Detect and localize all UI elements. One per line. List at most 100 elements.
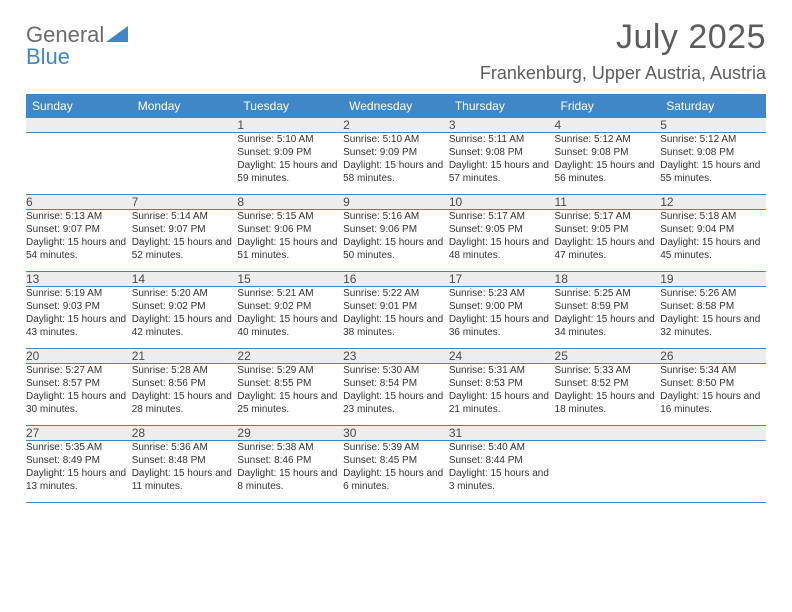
day-cell: Sunrise: 5:35 AMSunset: 8:49 PMDaylight:… bbox=[26, 441, 132, 503]
sunset-line: Sunset: 8:50 PM bbox=[660, 377, 766, 390]
day-cell: Sunrise: 5:16 AMSunset: 9:06 PMDaylight:… bbox=[343, 210, 449, 272]
sunrise-line: Sunrise: 5:17 AM bbox=[449, 210, 555, 223]
sunset-line: Sunset: 9:09 PM bbox=[343, 146, 449, 159]
sunrise-line: Sunrise: 5:21 AM bbox=[237, 287, 343, 300]
day-number: 28 bbox=[132, 426, 238, 441]
sunset-line: Sunset: 9:02 PM bbox=[132, 300, 238, 313]
day-content-row: Sunrise: 5:19 AMSunset: 9:03 PMDaylight:… bbox=[26, 287, 766, 349]
day-number: 30 bbox=[343, 426, 449, 441]
sunset-line: Sunset: 9:07 PM bbox=[26, 223, 132, 236]
day-cell: Sunrise: 5:17 AMSunset: 9:05 PMDaylight:… bbox=[555, 210, 661, 272]
day-number: 27 bbox=[26, 426, 132, 441]
day-cell: Sunrise: 5:10 AMSunset: 9:09 PMDaylight:… bbox=[343, 133, 449, 195]
day-cell: Sunrise: 5:27 AMSunset: 8:57 PMDaylight:… bbox=[26, 364, 132, 426]
location-text: Frankenburg, Upper Austria, Austria bbox=[480, 63, 766, 84]
sunset-line: Sunset: 8:54 PM bbox=[343, 377, 449, 390]
day-number: 11 bbox=[555, 195, 661, 210]
sunset-line: Sunset: 8:53 PM bbox=[449, 377, 555, 390]
daylight-line: Daylight: 15 hours and 36 minutes. bbox=[449, 313, 555, 339]
daylight-line: Daylight: 15 hours and 55 minutes. bbox=[660, 159, 766, 185]
sunset-line: Sunset: 8:52 PM bbox=[555, 377, 661, 390]
sunset-line: Sunset: 9:04 PM bbox=[660, 223, 766, 236]
day-cell: Sunrise: 5:18 AMSunset: 9:04 PMDaylight:… bbox=[660, 210, 766, 272]
day-number: 4 bbox=[555, 118, 661, 133]
sunset-line: Sunset: 9:02 PM bbox=[237, 300, 343, 313]
daylight-line: Daylight: 15 hours and 30 minutes. bbox=[26, 390, 132, 416]
weekday-header: Friday bbox=[555, 94, 661, 118]
sunset-line: Sunset: 9:09 PM bbox=[237, 146, 343, 159]
day-number: 31 bbox=[449, 426, 555, 441]
daylight-line: Daylight: 15 hours and 56 minutes. bbox=[555, 159, 661, 185]
day-cell: Sunrise: 5:29 AMSunset: 8:55 PMDaylight:… bbox=[237, 364, 343, 426]
sunrise-line: Sunrise: 5:22 AM bbox=[343, 287, 449, 300]
day-cell: Sunrise: 5:10 AMSunset: 9:09 PMDaylight:… bbox=[237, 133, 343, 195]
day-cell: Sunrise: 5:12 AMSunset: 9:08 PMDaylight:… bbox=[555, 133, 661, 195]
sunset-line: Sunset: 9:08 PM bbox=[555, 146, 661, 159]
day-cell: Sunrise: 5:11 AMSunset: 9:08 PMDaylight:… bbox=[449, 133, 555, 195]
sunrise-line: Sunrise: 5:15 AM bbox=[237, 210, 343, 223]
day-content-row: Sunrise: 5:13 AMSunset: 9:07 PMDaylight:… bbox=[26, 210, 766, 272]
day-number: 10 bbox=[449, 195, 555, 210]
daylight-line: Daylight: 15 hours and 45 minutes. bbox=[660, 236, 766, 262]
day-number-row: 2728293031 bbox=[26, 426, 766, 441]
day-number: 14 bbox=[132, 272, 238, 287]
day-number: 3 bbox=[449, 118, 555, 133]
day-cell: Sunrise: 5:38 AMSunset: 8:46 PMDaylight:… bbox=[237, 441, 343, 503]
sunrise-line: Sunrise: 5:40 AM bbox=[449, 441, 555, 454]
sunrise-line: Sunrise: 5:38 AM bbox=[237, 441, 343, 454]
day-number: 20 bbox=[26, 349, 132, 364]
logo: General Blue bbox=[26, 18, 132, 68]
day-number: 25 bbox=[555, 349, 661, 364]
weekday-header: Saturday bbox=[660, 94, 766, 118]
daylight-line: Daylight: 15 hours and 28 minutes. bbox=[132, 390, 238, 416]
sunrise-line: Sunrise: 5:28 AM bbox=[132, 364, 238, 377]
daylight-line: Daylight: 15 hours and 48 minutes. bbox=[449, 236, 555, 262]
daylight-line: Daylight: 15 hours and 3 minutes. bbox=[449, 467, 555, 493]
sunset-line: Sunset: 9:06 PM bbox=[343, 223, 449, 236]
empty-daynum bbox=[26, 118, 132, 133]
daylight-line: Daylight: 15 hours and 38 minutes. bbox=[343, 313, 449, 339]
sunset-line: Sunset: 8:58 PM bbox=[660, 300, 766, 313]
daylight-line: Daylight: 15 hours and 58 minutes. bbox=[343, 159, 449, 185]
sunrise-line: Sunrise: 5:29 AM bbox=[237, 364, 343, 377]
day-number: 22 bbox=[237, 349, 343, 364]
day-cell: Sunrise: 5:33 AMSunset: 8:52 PMDaylight:… bbox=[555, 364, 661, 426]
sunrise-line: Sunrise: 5:12 AM bbox=[555, 133, 661, 146]
day-cell: Sunrise: 5:19 AMSunset: 9:03 PMDaylight:… bbox=[26, 287, 132, 349]
daylight-line: Daylight: 15 hours and 34 minutes. bbox=[555, 313, 661, 339]
logo-line1: General bbox=[26, 24, 104, 46]
daylight-line: Daylight: 15 hours and 47 minutes. bbox=[555, 236, 661, 262]
sunset-line: Sunset: 9:05 PM bbox=[555, 223, 661, 236]
day-number: 29 bbox=[237, 426, 343, 441]
daylight-line: Daylight: 15 hours and 59 minutes. bbox=[237, 159, 343, 185]
sunset-line: Sunset: 9:00 PM bbox=[449, 300, 555, 313]
day-number: 7 bbox=[132, 195, 238, 210]
sunrise-line: Sunrise: 5:30 AM bbox=[343, 364, 449, 377]
sunset-line: Sunset: 9:06 PM bbox=[237, 223, 343, 236]
day-number-row: 6789101112 bbox=[26, 195, 766, 210]
day-cell: Sunrise: 5:17 AMSunset: 9:05 PMDaylight:… bbox=[449, 210, 555, 272]
day-number: 5 bbox=[660, 118, 766, 133]
sunrise-line: Sunrise: 5:36 AM bbox=[132, 441, 238, 454]
daylight-line: Daylight: 15 hours and 50 minutes. bbox=[343, 236, 449, 262]
weekday-header: Monday bbox=[132, 94, 238, 118]
sunrise-line: Sunrise: 5:14 AM bbox=[132, 210, 238, 223]
daylight-line: Daylight: 15 hours and 25 minutes. bbox=[237, 390, 343, 416]
day-cell: Sunrise: 5:36 AMSunset: 8:48 PMDaylight:… bbox=[132, 441, 238, 503]
sunset-line: Sunset: 8:49 PM bbox=[26, 454, 132, 467]
daylight-line: Daylight: 15 hours and 43 minutes. bbox=[26, 313, 132, 339]
day-number: 18 bbox=[555, 272, 661, 287]
day-number: 23 bbox=[343, 349, 449, 364]
empty-cell bbox=[26, 133, 132, 195]
sunrise-line: Sunrise: 5:33 AM bbox=[555, 364, 661, 377]
day-cell: Sunrise: 5:15 AMSunset: 9:06 PMDaylight:… bbox=[237, 210, 343, 272]
daylight-line: Daylight: 15 hours and 11 minutes. bbox=[132, 467, 238, 493]
day-number: 26 bbox=[660, 349, 766, 364]
daylight-line: Daylight: 15 hours and 16 minutes. bbox=[660, 390, 766, 416]
day-number: 19 bbox=[660, 272, 766, 287]
day-number-row: 20212223242526 bbox=[26, 349, 766, 364]
empty-daynum bbox=[555, 426, 661, 441]
sunset-line: Sunset: 8:46 PM bbox=[237, 454, 343, 467]
sunrise-line: Sunrise: 5:10 AM bbox=[237, 133, 343, 146]
day-number: 13 bbox=[26, 272, 132, 287]
